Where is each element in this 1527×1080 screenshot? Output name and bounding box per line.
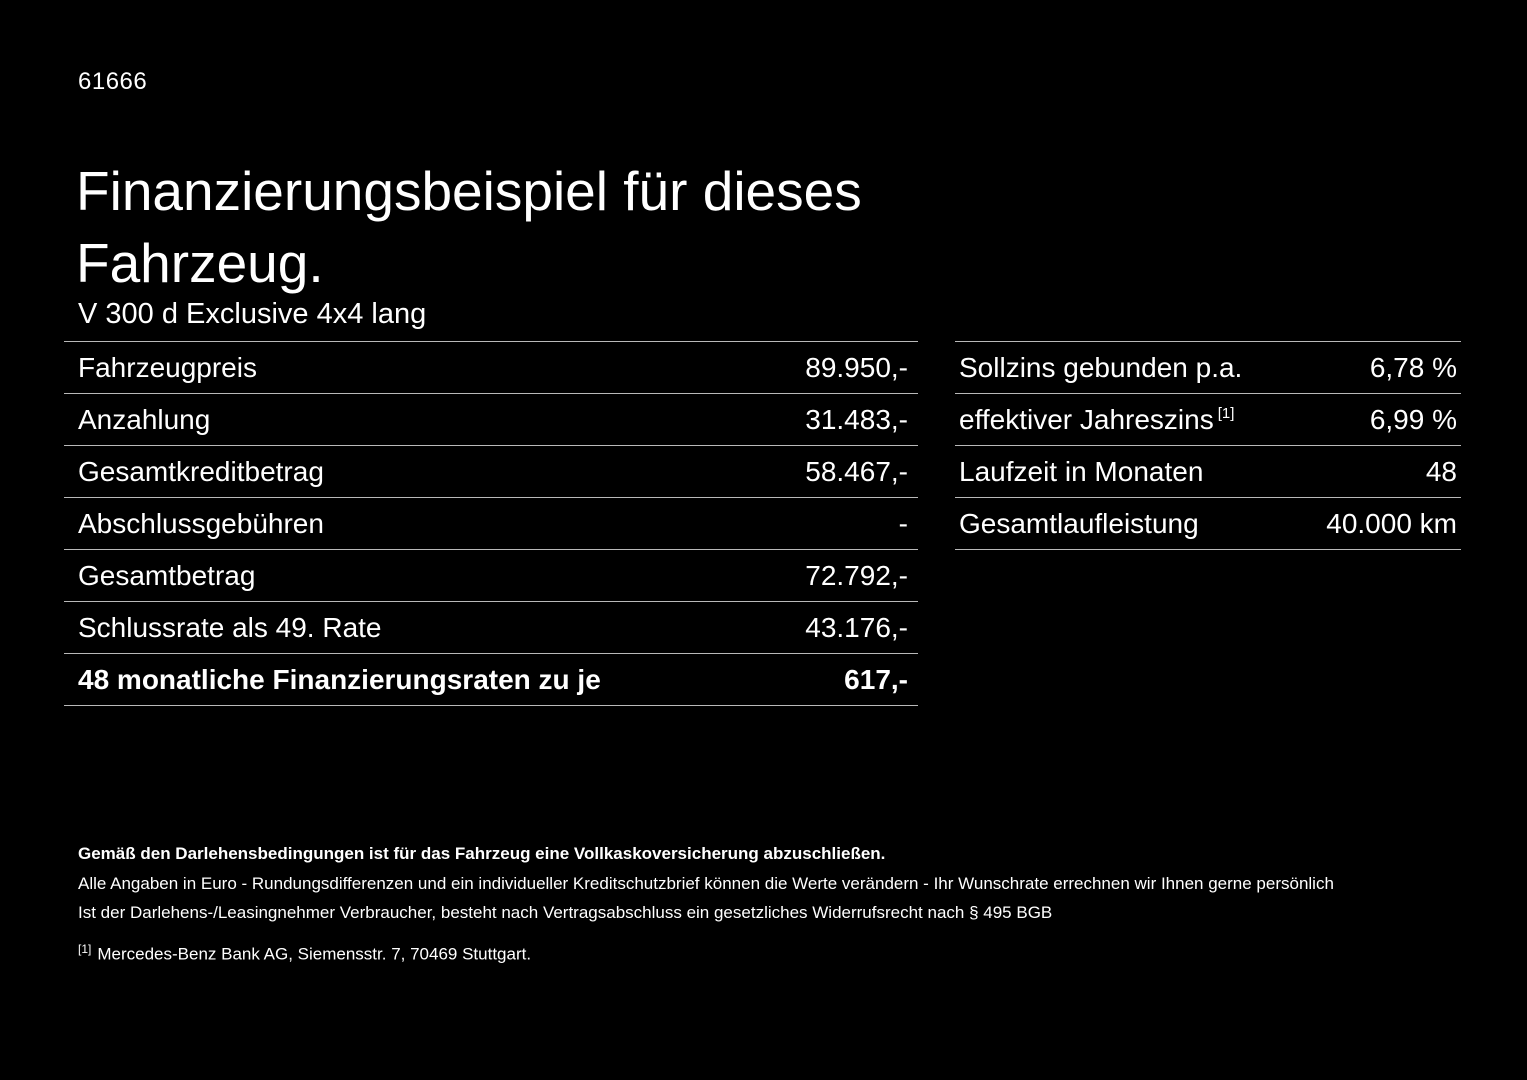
- row-value: 6,99 %: [1369, 403, 1457, 435]
- footer-fine-print: Gemäß den Darlehensbedingungen ist für d…: [78, 845, 1458, 963]
- row-label: effektiver Jahreszins [1]: [959, 404, 1234, 436]
- row-value: 58.467,-: [805, 455, 908, 487]
- row-value: 40.000 km: [1326, 507, 1457, 539]
- vehicle-name: V 300 d Exclusive 4x4 lang: [78, 298, 427, 330]
- footnote-marker: [1]: [78, 942, 92, 956]
- doc-number: 61666: [78, 68, 148, 95]
- bank-reference-text: Mercedes-Benz Bank AG, Siemensstr. 7, 70…: [97, 944, 532, 964]
- table-row: effektiver Jahreszins [1] 6,99 %: [955, 393, 1461, 445]
- table-row: Fahrzeugpreis 89.950,-: [64, 341, 918, 393]
- row-value: 72.792,-: [805, 559, 908, 591]
- row-label: Gesamtlaufleistung: [959, 507, 1199, 539]
- footnote-marker: [1]: [1217, 405, 1235, 423]
- financing-table: Fahrzeugpreis 89.950,- Anzahlung 31.483,…: [64, 341, 918, 706]
- table-row: Laufzeit in Monaten 48: [955, 445, 1461, 497]
- insurance-note: Gemäß den Darlehensbedingungen ist für d…: [78, 844, 886, 863]
- row-label: 48 monatliche Finanzierungsraten zu je: [78, 663, 601, 695]
- table-row: Anzahlung 31.483,-: [64, 393, 918, 445]
- table-row: Gesamtbetrag 72.792,-: [64, 549, 918, 601]
- bank-reference: [1] Mercedes-Benz Bank AG, Siemensstr. 7,…: [78, 943, 1458, 963]
- page-title: Finanzierungsbeispiel für dieses Fahrzeu…: [76, 159, 862, 295]
- row-label: Gesamtbetrag: [78, 559, 256, 591]
- row-label: Schlussrate als 49. Rate: [78, 611, 382, 643]
- table-row: Gesamtlaufleistung 40.000 km: [955, 497, 1461, 550]
- row-value: 31.483,-: [805, 403, 908, 435]
- row-label: Fahrzeugpreis: [78, 351, 257, 383]
- table-row: Sollzins gebunden p.a. 6,78 %: [955, 341, 1461, 393]
- row-label: Sollzins gebunden p.a.: [959, 351, 1243, 383]
- row-value: -: [898, 507, 908, 539]
- conditions-table: Sollzins gebunden p.a. 6,78 % effektiver…: [955, 341, 1461, 550]
- row-label-text: effektiver Jahreszins: [959, 403, 1214, 435]
- table-row: Abschlussgebühren -: [64, 497, 918, 549]
- row-label: Abschlussgebühren: [78, 507, 324, 539]
- fine-print-line: Alle Angaben in Euro - Rundungsdifferenz…: [78, 874, 1334, 893]
- row-label: Laufzeit in Monaten: [959, 455, 1204, 487]
- table-row-monthly-rate: 48 monatliche Finanzierungsraten zu je 6…: [64, 653, 918, 706]
- row-value: 6,78 %: [1369, 351, 1457, 383]
- row-value: 89.950,-: [805, 351, 908, 383]
- fine-print-line: Ist der Darlehens-/Leasingnehmer Verbrau…: [78, 903, 1053, 922]
- row-value: 43.176,-: [805, 611, 908, 643]
- row-label: Gesamtkreditbetrag: [78, 455, 324, 487]
- row-label: Anzahlung: [78, 403, 211, 435]
- table-row: Schlussrate als 49. Rate 43.176,-: [64, 601, 918, 653]
- row-value: 617,-: [844, 663, 908, 695]
- row-value: 48: [1425, 455, 1457, 487]
- table-row: Gesamtkreditbetrag 58.467,-: [64, 445, 918, 497]
